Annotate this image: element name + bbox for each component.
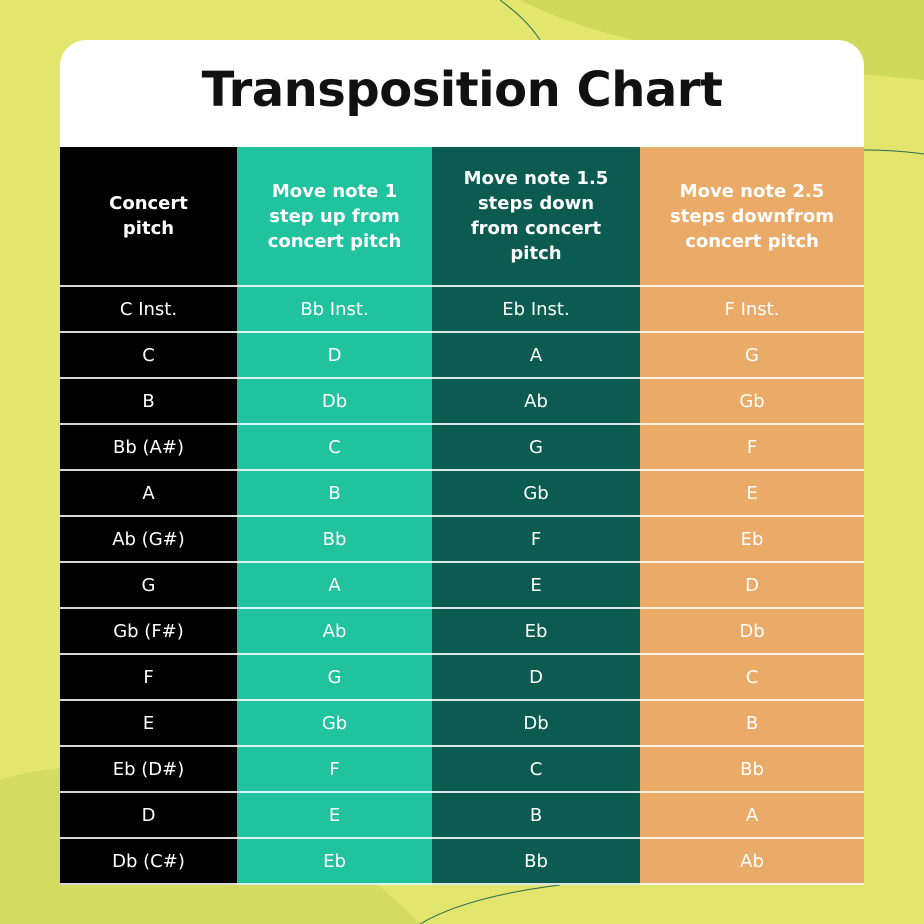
cell: C xyxy=(60,333,237,379)
cell: B xyxy=(640,701,864,747)
cell: C Inst. xyxy=(60,287,237,333)
curve xyxy=(499,0,541,41)
cell: Eb Inst. xyxy=(432,287,640,333)
cell: F xyxy=(640,425,864,471)
cell: Eb (D#) xyxy=(60,747,237,793)
cell: D xyxy=(432,655,640,701)
cell: D xyxy=(60,793,237,839)
cell: A xyxy=(432,333,640,379)
cell: Db (C#) xyxy=(60,839,237,885)
curve xyxy=(863,149,924,155)
cell: Eb xyxy=(640,517,864,563)
cell: D xyxy=(640,563,864,609)
curve xyxy=(419,884,561,924)
cell: Ab xyxy=(237,609,432,655)
cell: Db xyxy=(237,379,432,425)
cell: F Inst. xyxy=(640,287,864,333)
cell: C xyxy=(432,747,640,793)
cell: Gb xyxy=(432,471,640,517)
cell: Bb xyxy=(640,747,864,793)
cell: E xyxy=(237,793,432,839)
cell: Gb (F#) xyxy=(60,609,237,655)
cell: B xyxy=(432,793,640,839)
cell: F xyxy=(432,517,640,563)
cell: B xyxy=(60,379,237,425)
cell: C xyxy=(237,425,432,471)
cell: A xyxy=(640,793,864,839)
title: Transposition Chart xyxy=(201,62,723,118)
cell: F xyxy=(237,747,432,793)
cell: Gb xyxy=(237,701,432,747)
header-cell: Move note 2.5 steps downfrom concert pit… xyxy=(640,147,864,287)
header-cell: Move note 1.5 steps down from concert pi… xyxy=(432,147,640,287)
cell: D xyxy=(237,333,432,379)
cell: E xyxy=(640,471,864,517)
cell: Gb xyxy=(640,379,864,425)
header-cell: Move note 1 step up from concert pitch xyxy=(237,147,432,287)
cell: Db xyxy=(640,609,864,655)
cell: Bb xyxy=(237,517,432,563)
cell: Ab (G#) xyxy=(60,517,237,563)
cell: C xyxy=(640,655,864,701)
cell: G xyxy=(237,655,432,701)
cell: G xyxy=(432,425,640,471)
cell: Eb xyxy=(432,609,640,655)
cell: E xyxy=(60,701,237,747)
header-cell: Concert pitch xyxy=(60,147,237,287)
cell: A xyxy=(60,471,237,517)
cell: G xyxy=(60,563,237,609)
cell: E xyxy=(432,563,640,609)
cell: Eb xyxy=(237,839,432,885)
cell: Bb xyxy=(432,839,640,885)
cell: Ab xyxy=(640,839,864,885)
cell: Ab xyxy=(432,379,640,425)
cell: G xyxy=(640,333,864,379)
cell: A xyxy=(237,563,432,609)
cell: Bb (A#) xyxy=(60,425,237,471)
cell: Db xyxy=(432,701,640,747)
cell: F xyxy=(60,655,237,701)
title-card: Transposition Chart xyxy=(60,40,864,147)
cell: Bb Inst. xyxy=(237,287,432,333)
cell: B xyxy=(237,471,432,517)
